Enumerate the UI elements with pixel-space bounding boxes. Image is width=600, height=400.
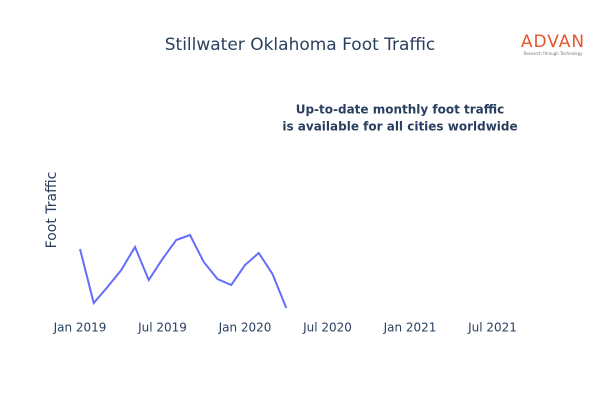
y-axis-label: Foot Traffic — [44, 172, 60, 249]
annotation: is available for all cities worldwide — [282, 120, 517, 134]
x-tick-label: Jul 2019 — [137, 321, 187, 335]
chart-title: Stillwater Oklahoma Foot Traffic — [165, 35, 436, 55]
line — [79, 233, 288, 309]
x-tick-label: Jul 2021 — [467, 321, 517, 335]
x-tick-label: Jan 2020 — [218, 321, 272, 335]
x-tick-label: Jan 2021 — [383, 321, 437, 335]
annotation: Up-to-date monthly foot traffic — [296, 103, 505, 117]
x-tick-label: Jul 2020 — [302, 321, 352, 335]
x-tick-label: Jan 2019 — [53, 321, 107, 335]
logo: ADVAN — [521, 32, 585, 52]
logo-tagline: Research through Technology — [523, 51, 583, 56]
